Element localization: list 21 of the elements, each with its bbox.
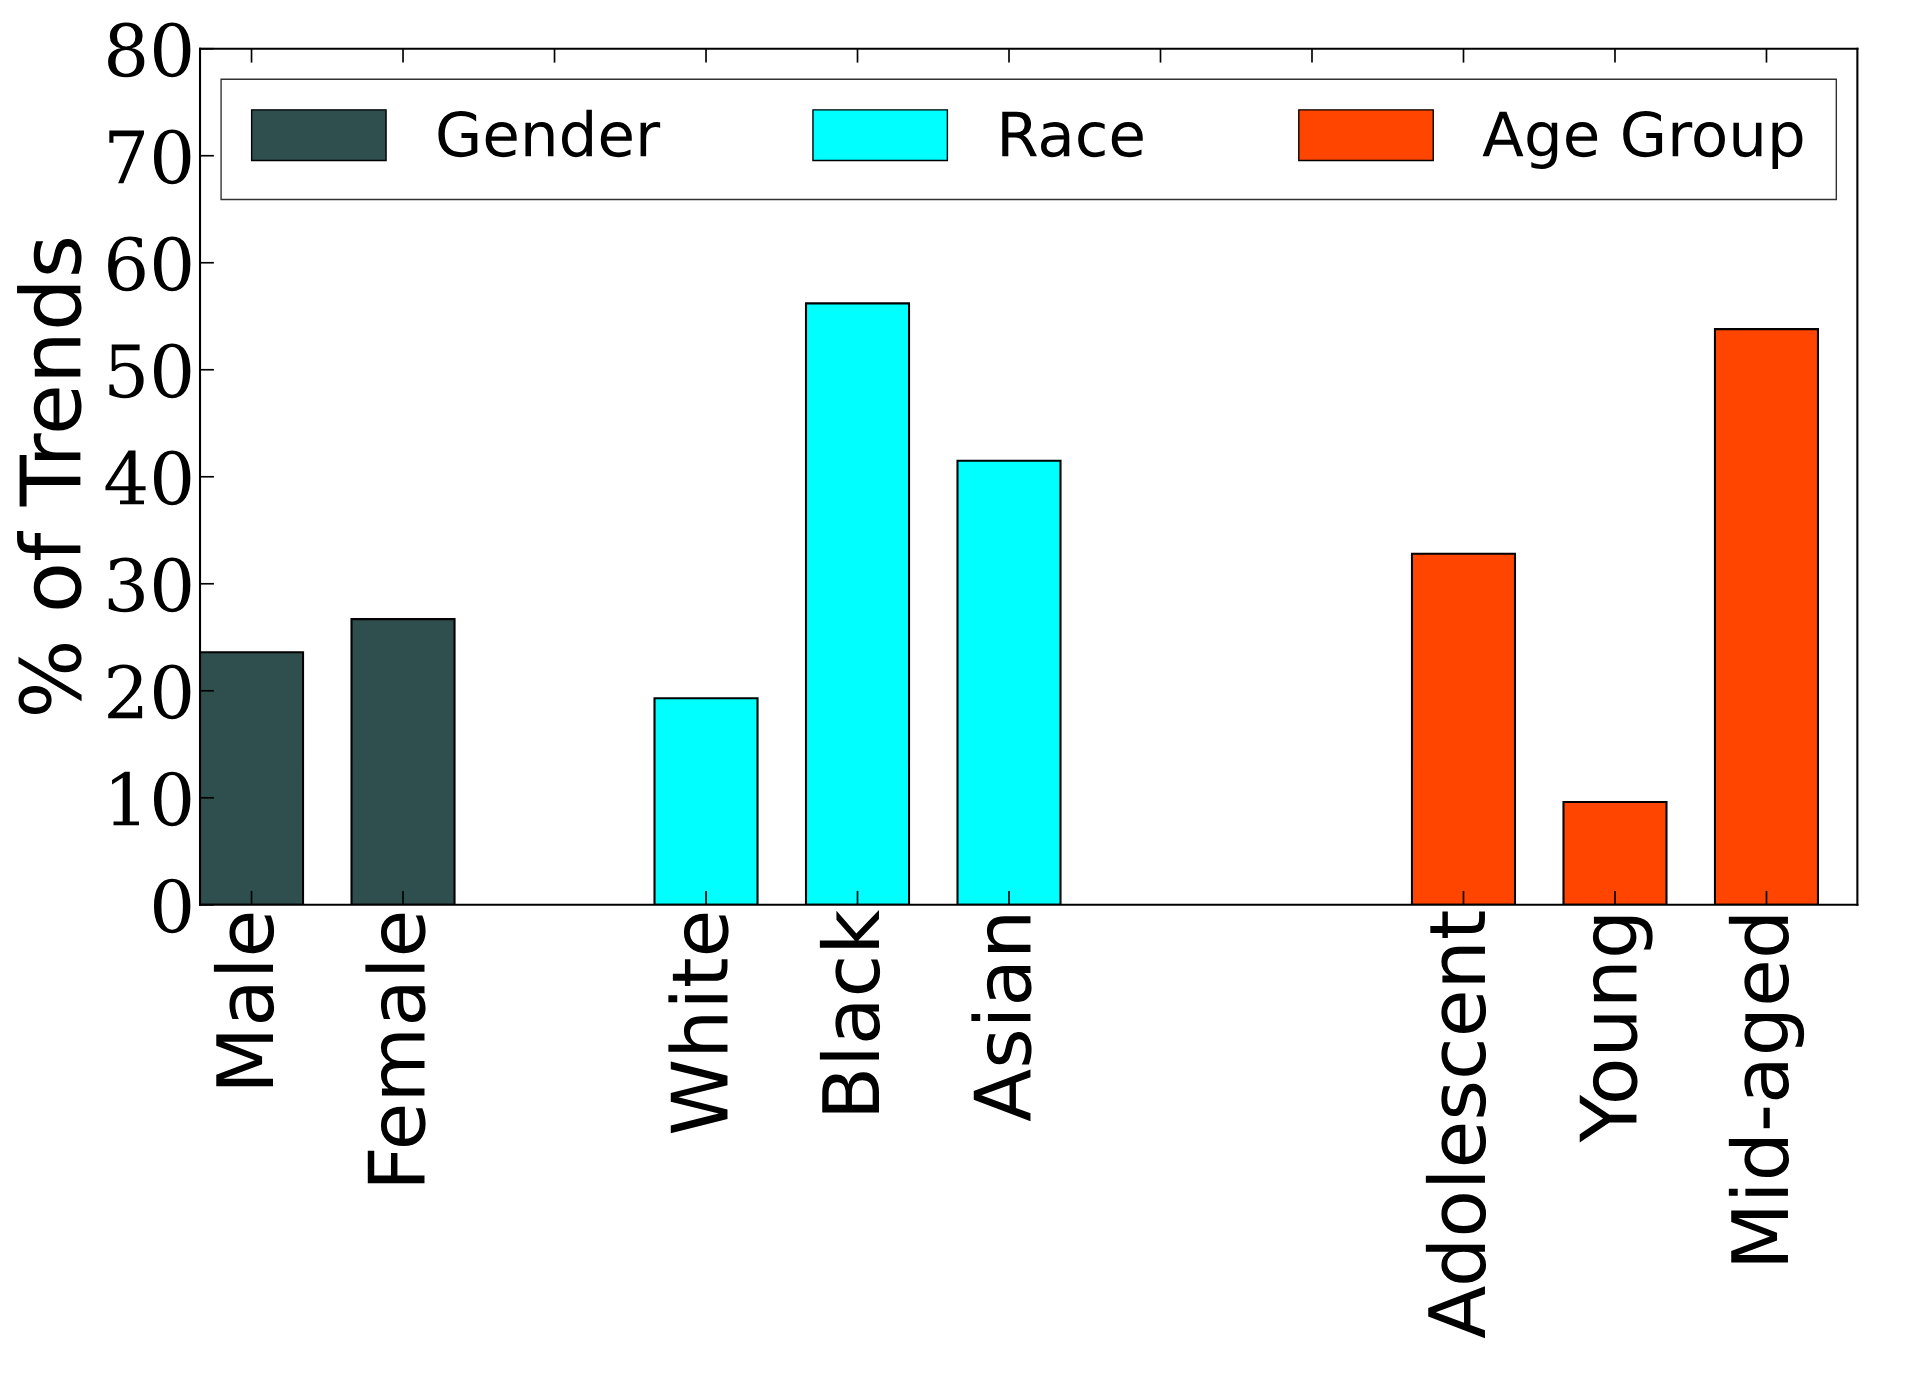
y-tick-label: 70 xyxy=(109,129,191,185)
x-tick-label: Male xyxy=(213,913,275,1087)
y-tick-label: 10 xyxy=(112,771,191,827)
y-tick-label: 80 xyxy=(108,22,191,78)
legend-label: Age Group xyxy=(1482,110,1803,169)
y-tick-label: 40 xyxy=(105,450,191,506)
legend-label: Race xyxy=(1002,111,1143,158)
y-axis-title: % of Trends xyxy=(17,238,82,715)
x-tick-label: Mid-aged xyxy=(1728,916,1805,1263)
x-tick-label: Female xyxy=(365,913,426,1184)
y-tick-label: 50 xyxy=(109,343,191,399)
x-tick-label: Young xyxy=(1579,916,1653,1143)
x-tick-label: Black xyxy=(819,909,881,1113)
x-tick-label: Adolescent xyxy=(1425,911,1487,1339)
y-tick-label: 60 xyxy=(108,236,191,292)
y-tick-label: 20 xyxy=(108,664,191,720)
y-tick-label: 30 xyxy=(108,557,191,613)
x-tick-label: Asian xyxy=(971,916,1032,1122)
x-tick-label: White xyxy=(668,913,729,1134)
y-tick-label: 0 xyxy=(153,878,191,934)
legend-label: Gender xyxy=(438,109,661,158)
